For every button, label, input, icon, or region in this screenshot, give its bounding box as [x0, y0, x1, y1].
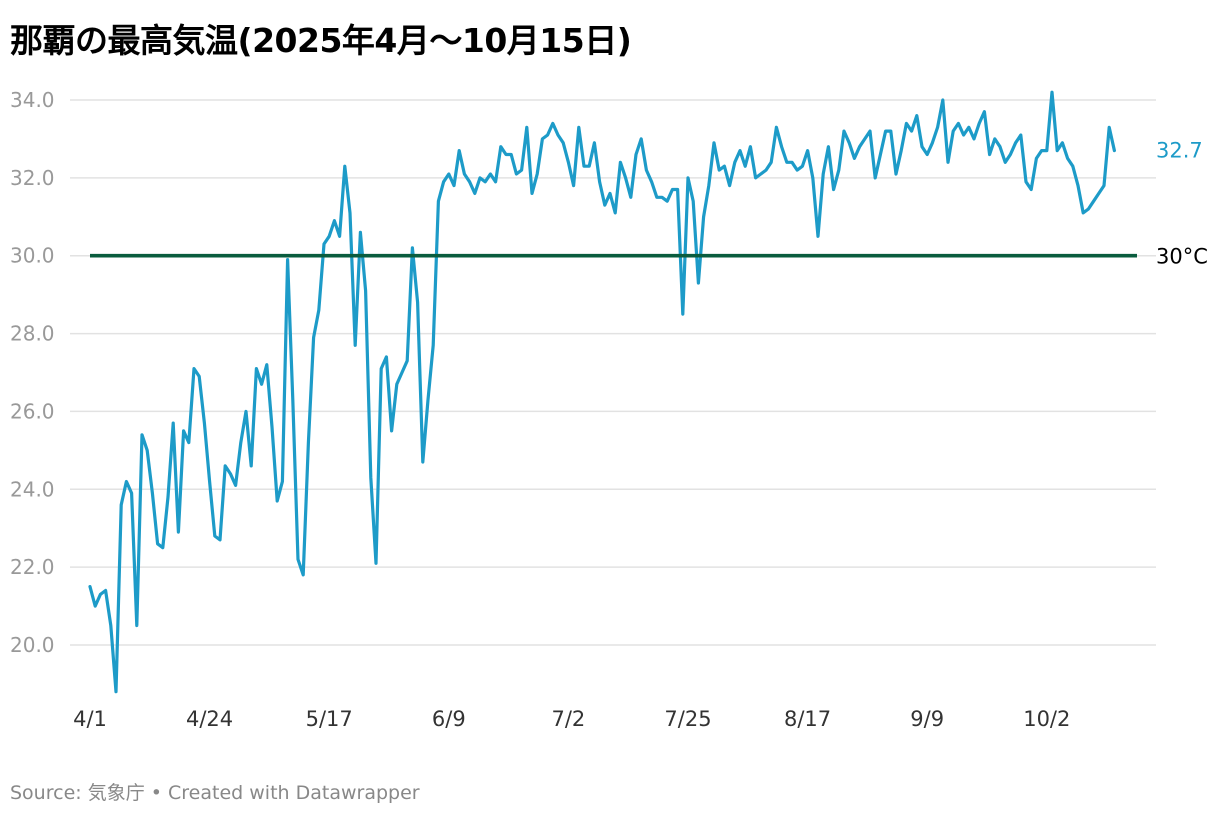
- source-label: Source:: [10, 782, 88, 804]
- x-tick-label: 5/17: [306, 707, 353, 731]
- y-tick-label: 24.0: [10, 477, 55, 501]
- series-layer: [88, 90, 1117, 694]
- annotation-layer: 30°C 32.7: [1156, 139, 1208, 269]
- source-link[interactable]: 気象庁: [87, 782, 145, 804]
- x-tick-label: 10/2: [1023, 707, 1070, 731]
- x-axis-ticks: 4/1 4/24 5/17 6/9 7/2 7/25 8/17 9/9 10/2: [73, 707, 1070, 731]
- y-axis-ticks: 20.0 22.0 24.0 26.0 28.0 30.0 32.0 34.0: [10, 88, 55, 657]
- footer: Source: 気象庁 • Created with Datawrapper: [10, 778, 420, 805]
- x-tick-label: 7/25: [664, 707, 711, 731]
- y-tick-label: 20.0: [10, 633, 55, 657]
- y-tick-label: 28.0: [10, 322, 55, 346]
- x-tick-label: 4/1: [73, 707, 107, 731]
- chart-title: 那覇の最高気温(2025年4月〜10月15日): [10, 21, 632, 60]
- footer-separator: •: [144, 782, 169, 804]
- series-end-value-label: 32.7: [1156, 139, 1203, 163]
- x-tick-label: 4/24: [186, 707, 233, 731]
- x-tick-label: 6/9: [432, 707, 466, 731]
- x-tick-label: 7/2: [552, 707, 586, 731]
- temperature-series-line: [88, 90, 1117, 694]
- x-tick-label: 9/9: [910, 707, 944, 731]
- y-tick-label: 34.0: [10, 88, 55, 112]
- y-tick-label: 32.0: [10, 166, 55, 190]
- y-tick-label: 30.0: [10, 244, 55, 268]
- credit-link[interactable]: Created with Datawrapper: [168, 782, 420, 804]
- reference-line-label: 30°C: [1156, 245, 1208, 269]
- y-tick-label: 26.0: [10, 399, 55, 423]
- y-tick-label: 22.0: [10, 555, 55, 579]
- gridlines: [70, 99, 1156, 646]
- x-tick-label: 8/17: [784, 707, 831, 731]
